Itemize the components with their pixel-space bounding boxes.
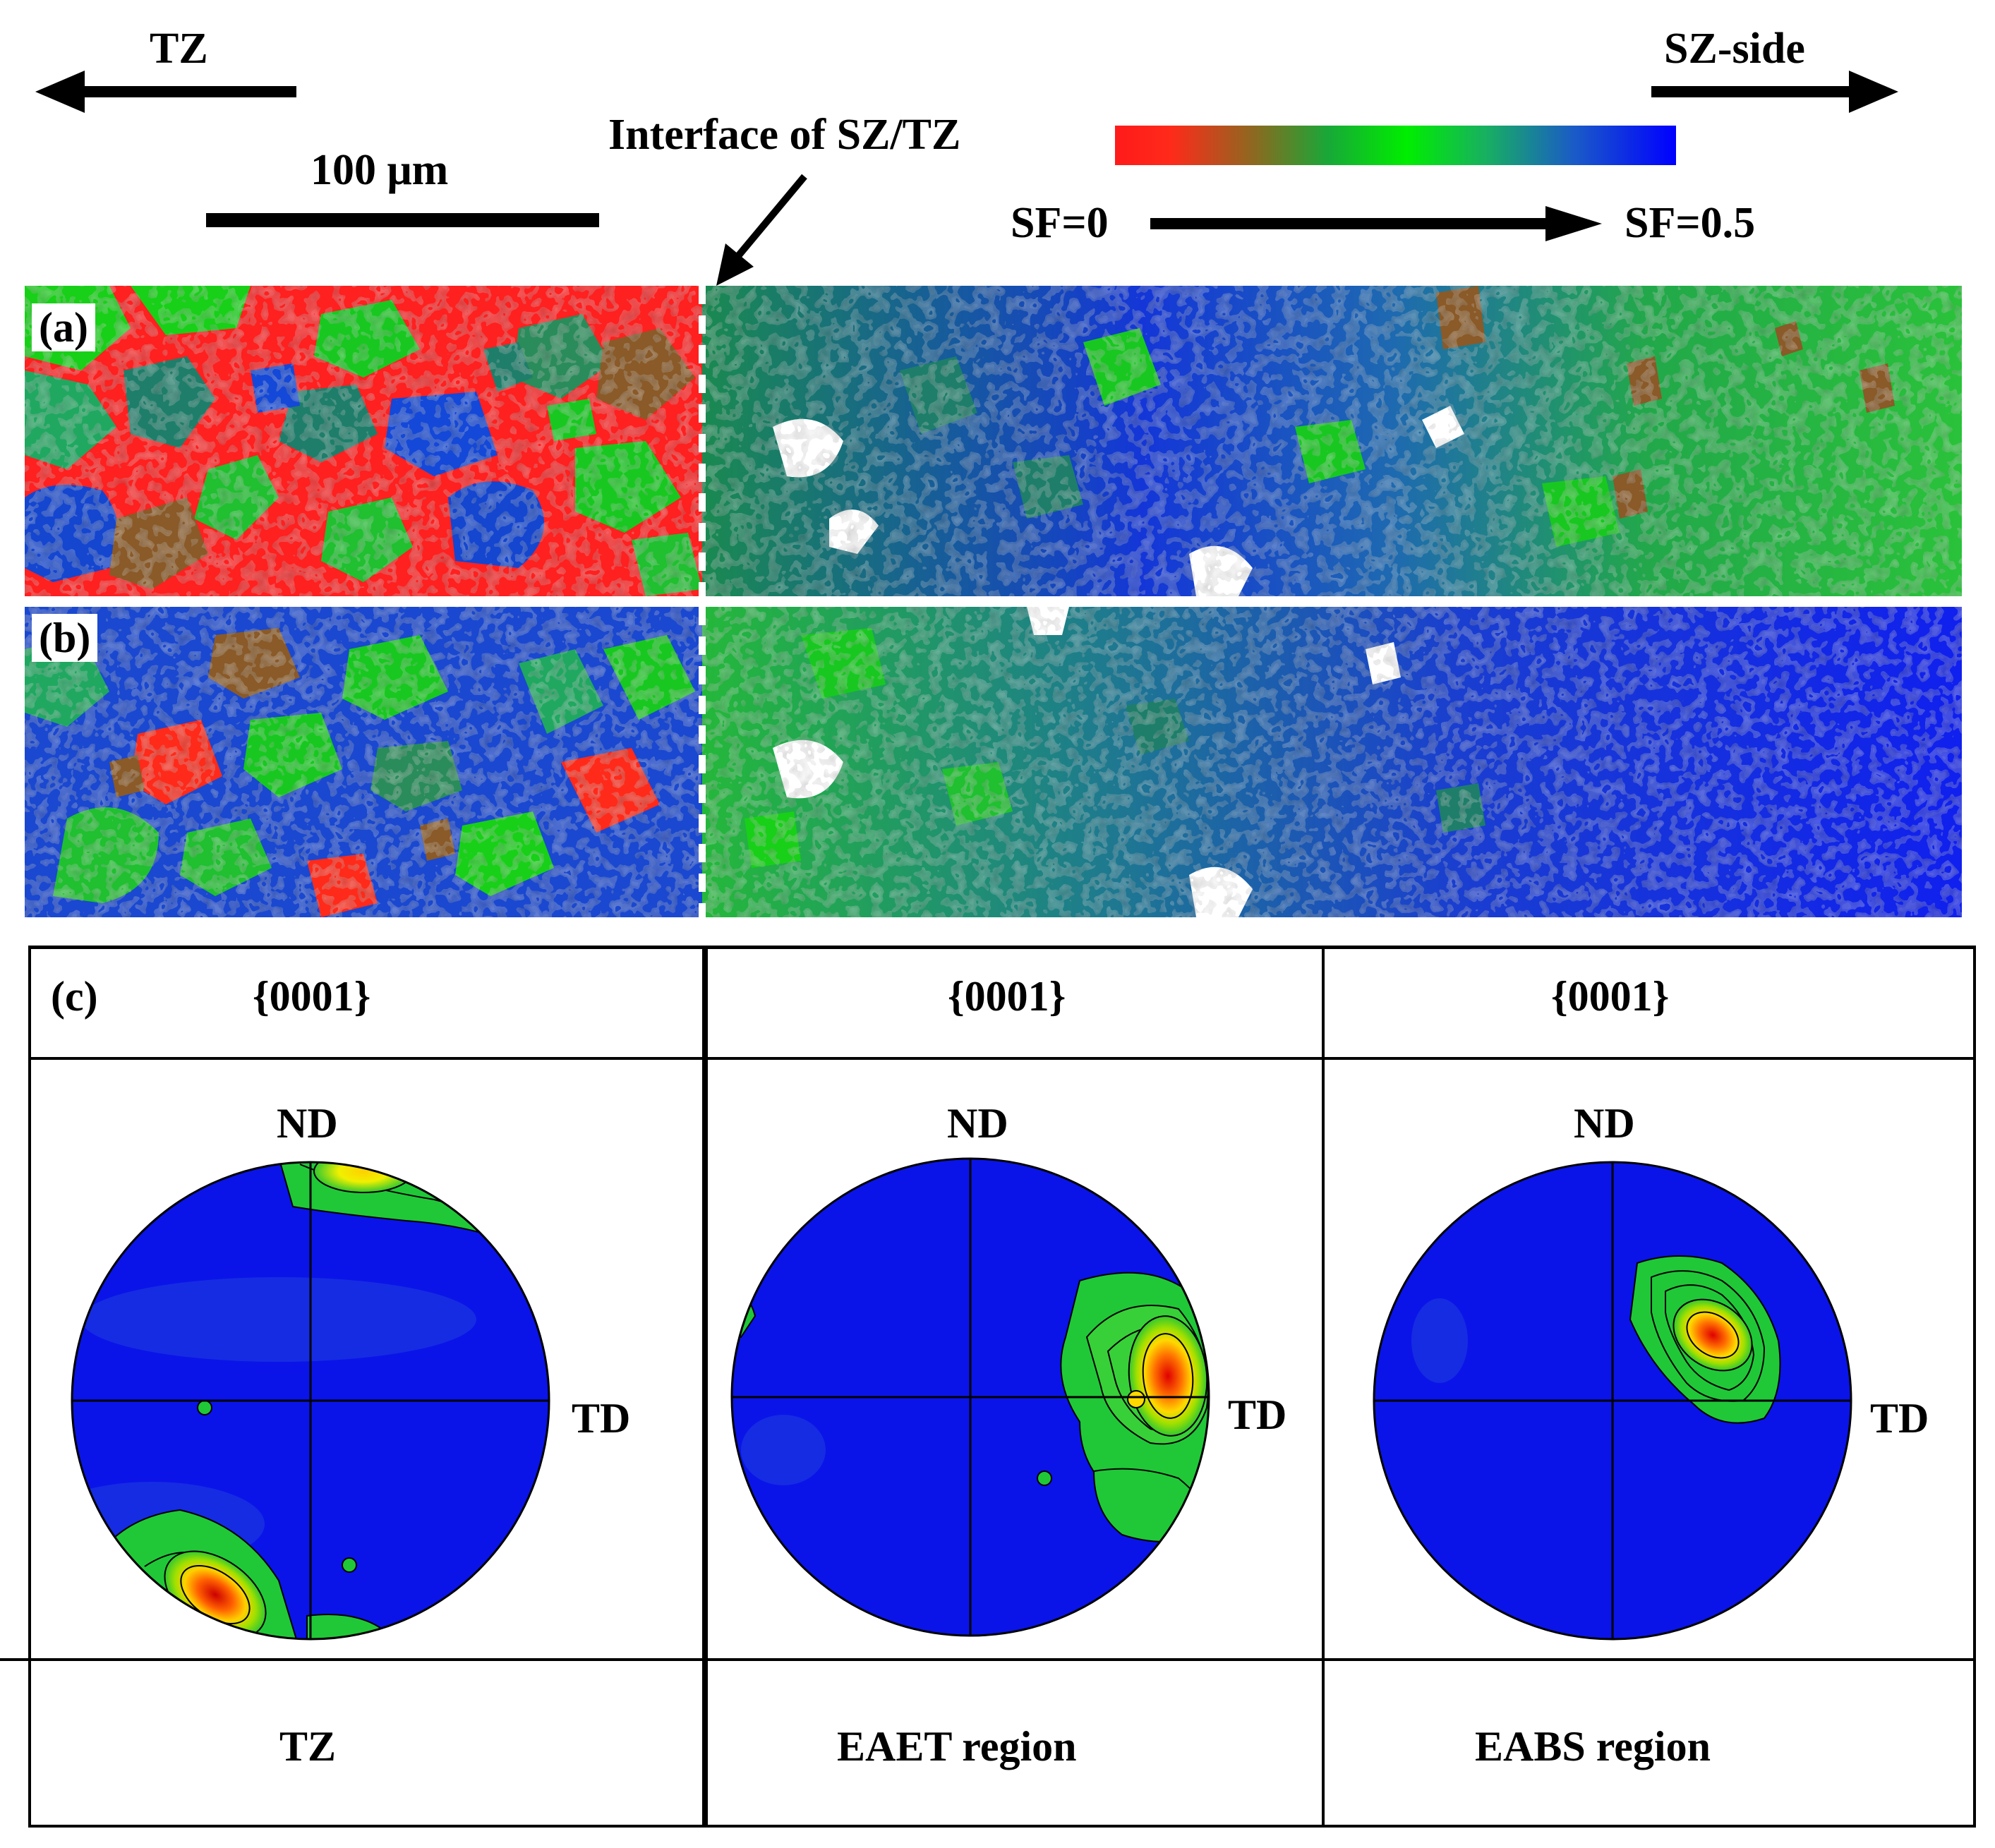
panel-c-label: (c) — [51, 973, 98, 1020]
pole-figure-2-plane: {0001} — [948, 973, 1066, 1020]
sz-side-direction-label: SZ-side — [1664, 25, 1805, 73]
pole-figure-1-td-label: TD — [572, 1395, 631, 1442]
pole-figure-3-td-label: TD — [1870, 1395, 1929, 1442]
sf-map-a-image — [25, 286, 1962, 596]
pole-figure-1-nd-label: ND — [277, 1100, 338, 1147]
pole-figure-2-nd-label: ND — [947, 1100, 1008, 1147]
grid-left-border — [28, 946, 31, 1828]
sf-map-a: (a) — [25, 286, 1962, 596]
pole-figure-1-region: TZ — [279, 1723, 337, 1770]
grid-col-divider-2 — [1322, 946, 1325, 1828]
grid-row-divider-2 — [0, 1658, 1976, 1661]
interface-label: Interface of SZ/TZ — [608, 111, 961, 159]
tz-direction-label: TZ — [150, 25, 208, 73]
schmid-factor-colorbar — [1115, 126, 1676, 165]
sf-map-b-image — [25, 607, 1962, 917]
pole-figure-2-region: EAET region — [837, 1723, 1077, 1770]
pole-figure-3-plane: {0001} — [1551, 973, 1670, 1020]
sf-min-label: SF=0 — [1011, 199, 1109, 247]
pole-figure-2 — [730, 1157, 1210, 1637]
sf-map-b: (b) — [25, 607, 1962, 917]
grid-bottom-border — [28, 1825, 1976, 1828]
pole-figure-3-region: EABS region — [1475, 1723, 1711, 1770]
grid-row-divider-1 — [28, 1057, 1976, 1060]
sf-max-label: SF=0.5 — [1625, 199, 1756, 247]
sf-direction-arrow — [1150, 206, 1602, 241]
map-b-label: (b) — [32, 614, 98, 662]
pole-figure-grid: (c) {0001} ND TD — [0, 946, 1976, 1828]
pole-figure-2-td-label: TD — [1228, 1391, 1287, 1438]
pole-figure-3 — [1373, 1161, 1852, 1641]
scale-bar — [206, 213, 599, 227]
map-a-label: (a) — [32, 303, 95, 351]
grid-top-border — [28, 946, 1976, 949]
interface-pointer-arrow — [716, 174, 807, 286]
pole-figure-3-nd-label: ND — [1574, 1100, 1635, 1147]
pole-figure-1-plane: {0001} — [253, 973, 371, 1020]
grid-col-divider-1 — [702, 946, 708, 1828]
grid-right-border — [1973, 946, 1976, 1828]
pole-figure-1 — [71, 1161, 550, 1641]
scale-bar-label: 100 μm — [311, 146, 449, 194]
sz-side-direction-arrow — [1651, 71, 1898, 113]
tz-direction-arrow — [35, 71, 296, 113]
